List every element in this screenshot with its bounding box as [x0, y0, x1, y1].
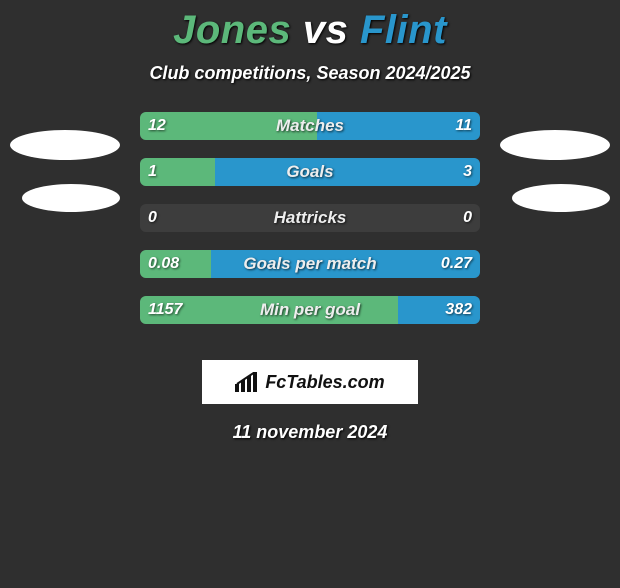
stat-row: 13Goals — [0, 158, 620, 204]
player1-name: Jones — [173, 8, 291, 52]
stat-row: 1211Matches — [0, 112, 620, 158]
comparison-title: Jones vs Flint — [0, 8, 620, 53]
date-text: 11 november 2024 — [0, 422, 620, 443]
bar-track: 1211Matches — [140, 112, 480, 140]
brand-text: FcTables.com — [265, 372, 384, 393]
bar-track: 0.080.27Goals per match — [140, 250, 480, 278]
stat-label: Matches — [140, 112, 480, 140]
stat-row: 00Hattricks — [0, 204, 620, 250]
stat-label: Hattricks — [140, 204, 480, 232]
stat-label: Goals per match — [140, 250, 480, 278]
stat-row: 1157382Min per goal — [0, 296, 620, 342]
bar-track: 13Goals — [140, 158, 480, 186]
brand-chart-icon — [235, 372, 259, 392]
stat-row: 0.080.27Goals per match — [0, 250, 620, 296]
bar-track: 1157382Min per goal — [140, 296, 480, 324]
bar-track: 00Hattricks — [140, 204, 480, 232]
stat-label: Min per goal — [140, 296, 480, 324]
stat-label: Goals — [140, 158, 480, 186]
player2-name: Flint — [360, 8, 447, 52]
subtitle: Club competitions, Season 2024/2025 — [0, 63, 620, 84]
brand-box: FcTables.com — [202, 360, 418, 404]
stats-rows: 1211Matches 13Goals 00Hattricks 0.080.27Goa… — [0, 112, 620, 342]
vs-text: vs — [303, 8, 349, 52]
